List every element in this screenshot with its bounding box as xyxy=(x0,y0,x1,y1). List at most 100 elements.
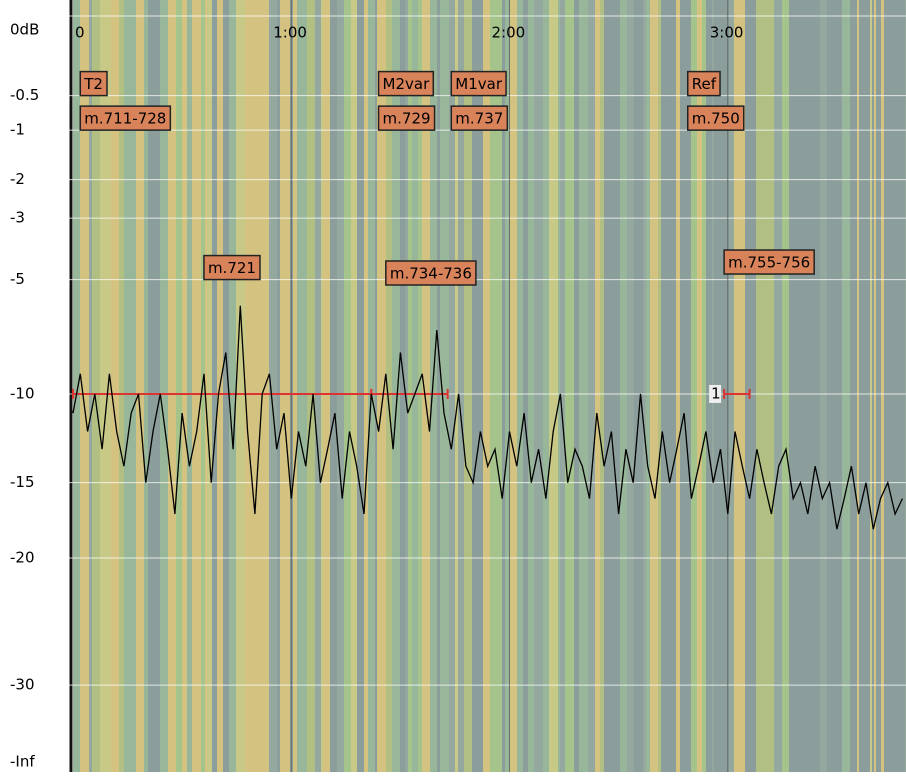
stripe xyxy=(254,0,261,772)
stripe xyxy=(490,0,494,772)
stripe xyxy=(280,0,288,772)
y-tick-label: -Inf xyxy=(10,753,35,771)
stripe xyxy=(818,0,820,772)
stripe xyxy=(80,0,89,772)
stripe xyxy=(749,0,752,772)
stripe xyxy=(565,0,574,772)
stripe xyxy=(620,0,627,772)
annotation: T2 xyxy=(79,70,108,97)
stripe xyxy=(408,0,412,772)
annotation-box xyxy=(686,70,721,97)
stripe xyxy=(658,0,661,772)
stripe xyxy=(92,0,100,772)
stripe xyxy=(357,0,364,772)
stripe xyxy=(207,0,212,772)
stripe xyxy=(372,0,375,772)
annotation-label: m.721 xyxy=(208,259,256,277)
stripe xyxy=(377,0,386,772)
stripe xyxy=(418,0,420,772)
annotation-label: T2 xyxy=(83,75,103,93)
stripe xyxy=(472,0,476,772)
stripe xyxy=(850,0,857,772)
stripe xyxy=(124,0,128,772)
stripe xyxy=(857,0,859,772)
stripe xyxy=(136,0,144,772)
stripe xyxy=(734,0,739,772)
stripe xyxy=(187,0,192,772)
stripe xyxy=(176,0,182,772)
stripe xyxy=(866,0,870,772)
stripe xyxy=(595,0,600,772)
y-tick-label: -5 xyxy=(10,270,25,288)
stripe xyxy=(323,0,330,772)
y-tick-label: 0dB xyxy=(10,21,39,39)
stripe xyxy=(774,0,782,772)
annotation-box xyxy=(377,105,436,131)
level-line xyxy=(72,305,903,530)
stripe xyxy=(305,0,307,772)
stripe xyxy=(420,0,422,772)
stripe xyxy=(680,0,683,772)
stripe xyxy=(160,0,168,772)
stripe xyxy=(891,0,894,772)
stripe xyxy=(468,0,472,772)
annotation-label: m.737 xyxy=(455,110,503,128)
x-tick-label: 2:00 xyxy=(492,24,526,42)
stripe xyxy=(661,0,669,772)
stripe xyxy=(528,0,534,772)
stripe xyxy=(430,0,437,772)
stripe xyxy=(534,0,543,772)
y-tick-label: -1 xyxy=(10,121,25,139)
annotation-box xyxy=(79,70,108,97)
annotation-label: m.750 xyxy=(692,110,740,128)
stripe xyxy=(789,0,793,772)
stripe xyxy=(288,0,290,772)
stripe xyxy=(646,0,650,772)
stripe xyxy=(212,0,217,772)
stripe xyxy=(405,0,408,772)
stripe xyxy=(523,0,528,772)
stripe xyxy=(476,0,483,772)
stripe xyxy=(364,0,368,772)
stripe xyxy=(315,0,321,772)
stripe xyxy=(722,0,729,772)
stripe xyxy=(627,0,634,772)
range-label-bg xyxy=(709,384,722,403)
stripe xyxy=(119,0,124,772)
stripe xyxy=(148,0,157,772)
stripe xyxy=(440,0,449,772)
stripe xyxy=(874,0,876,772)
stripe xyxy=(307,0,315,772)
stripe xyxy=(330,0,337,772)
stripe xyxy=(745,0,749,772)
x-tick-label: 1:00 xyxy=(273,24,307,42)
stripe xyxy=(683,0,691,772)
annotation: m.721 xyxy=(203,254,261,281)
stripe xyxy=(422,0,430,772)
stripe xyxy=(386,0,392,772)
stripe xyxy=(400,0,405,772)
stripe xyxy=(100,0,108,772)
annotation: M1var xyxy=(450,70,507,97)
stripe xyxy=(729,0,734,772)
stripe xyxy=(894,0,898,772)
stripe xyxy=(236,0,245,772)
y-tick-label: -15 xyxy=(10,473,35,491)
stripe xyxy=(437,0,440,772)
stripe xyxy=(205,0,207,772)
stripe xyxy=(881,0,884,772)
stripe xyxy=(368,0,372,772)
stripe xyxy=(643,0,646,772)
range-label: 1 xyxy=(711,384,721,402)
stripe xyxy=(73,0,80,772)
stripe xyxy=(128,0,136,772)
annotation-box xyxy=(203,254,261,281)
stripe xyxy=(245,0,254,772)
stripe xyxy=(842,0,850,772)
stripe xyxy=(517,0,523,772)
stripe xyxy=(691,0,697,772)
stripe xyxy=(344,0,351,772)
stripe xyxy=(870,0,872,772)
annotation-label: m.734-736 xyxy=(390,264,472,282)
